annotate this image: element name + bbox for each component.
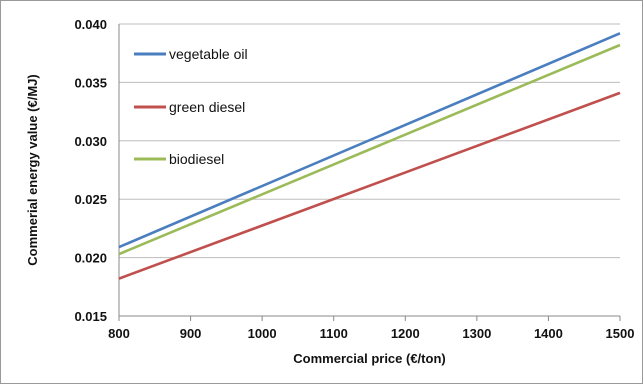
y-axis-title: Commerial energy value (€/MJ) [25, 74, 40, 265]
x-axis-title: Commercial price (€/ton) [293, 351, 445, 366]
y-tick-label: 0.030 [74, 134, 107, 149]
y-tick-label: 0.015 [74, 309, 107, 324]
y-tick-label: 0.040 [74, 17, 107, 32]
series-line-vegetable-oil [118, 32, 621, 249]
y-tick-label: 0.035 [74, 75, 107, 90]
x-tick-label: 1300 [462, 326, 491, 341]
x-tick-label: 800 [108, 326, 130, 341]
legend-label-green-diesel: green diesel [169, 99, 245, 115]
legend-label-vegetable-oil: vegetable oil [169, 46, 248, 62]
x-tick-labels: 800 900 1000 1100 1200 1300 1400 1500 [108, 326, 634, 341]
legend: vegetable oil green diesel biodiesel [134, 46, 248, 167]
axes [118, 24, 621, 321]
series-line-biodiesel [118, 43, 621, 256]
series-lines [118, 32, 621, 280]
x-tick-label: 1100 [320, 326, 348, 341]
x-tick-label: 1400 [534, 326, 563, 341]
x-tick-label: 1500 [606, 326, 635, 341]
y-tick-label: 0.020 [74, 251, 107, 266]
x-tick-label: 900 [180, 326, 202, 341]
legend-label-biodiesel: biodiesel [169, 151, 224, 167]
series-line-green-diesel [118, 91, 621, 280]
y-tick-labels: 0.015 0.020 0.025 0.030 0.035 0.040 [74, 17, 107, 324]
y-tick-label: 0.025 [74, 192, 107, 207]
x-tick-label: 1000 [248, 326, 277, 341]
x-tick-label: 1200 [391, 326, 420, 341]
